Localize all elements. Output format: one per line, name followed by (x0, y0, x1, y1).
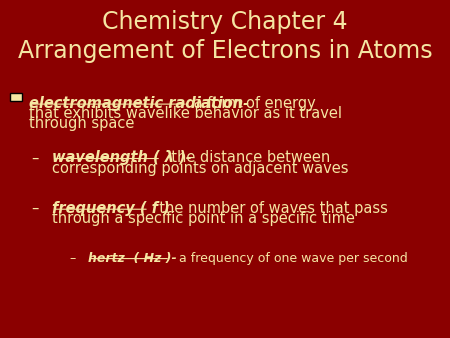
Text: a frequency of one wave per second: a frequency of one wave per second (171, 252, 408, 265)
Text: the number of waves that pass: the number of waves that pass (150, 201, 388, 216)
Text: –: – (32, 201, 39, 216)
Text: –: – (70, 252, 76, 265)
Text: through space: through space (29, 116, 135, 131)
FancyBboxPatch shape (10, 93, 22, 101)
Text: –: – (32, 150, 39, 165)
Text: through a specific point in a specific time: through a specific point in a specific t… (52, 211, 355, 226)
Text: Chemistry Chapter 4
Arrangement of Electrons in Atoms: Chemistry Chapter 4 Arrangement of Elect… (18, 10, 432, 63)
Text: the distance between: the distance between (162, 150, 330, 165)
Text: frequency ( f ): frequency ( f ) (52, 201, 170, 216)
Text: corresponding points on adjacent waves: corresponding points on adjacent waves (52, 161, 348, 175)
Text: that exhibits wavelike behavior as it travel: that exhibits wavelike behavior as it tr… (29, 106, 342, 121)
Text: a form of energy: a form of energy (189, 96, 316, 111)
Text: wavelength ( λ )-: wavelength ( λ )- (52, 150, 192, 165)
Text: hertz  ( Hz )-: hertz ( Hz )- (88, 252, 176, 265)
Text: electromagnetic radiation-: electromagnetic radiation- (29, 96, 249, 111)
